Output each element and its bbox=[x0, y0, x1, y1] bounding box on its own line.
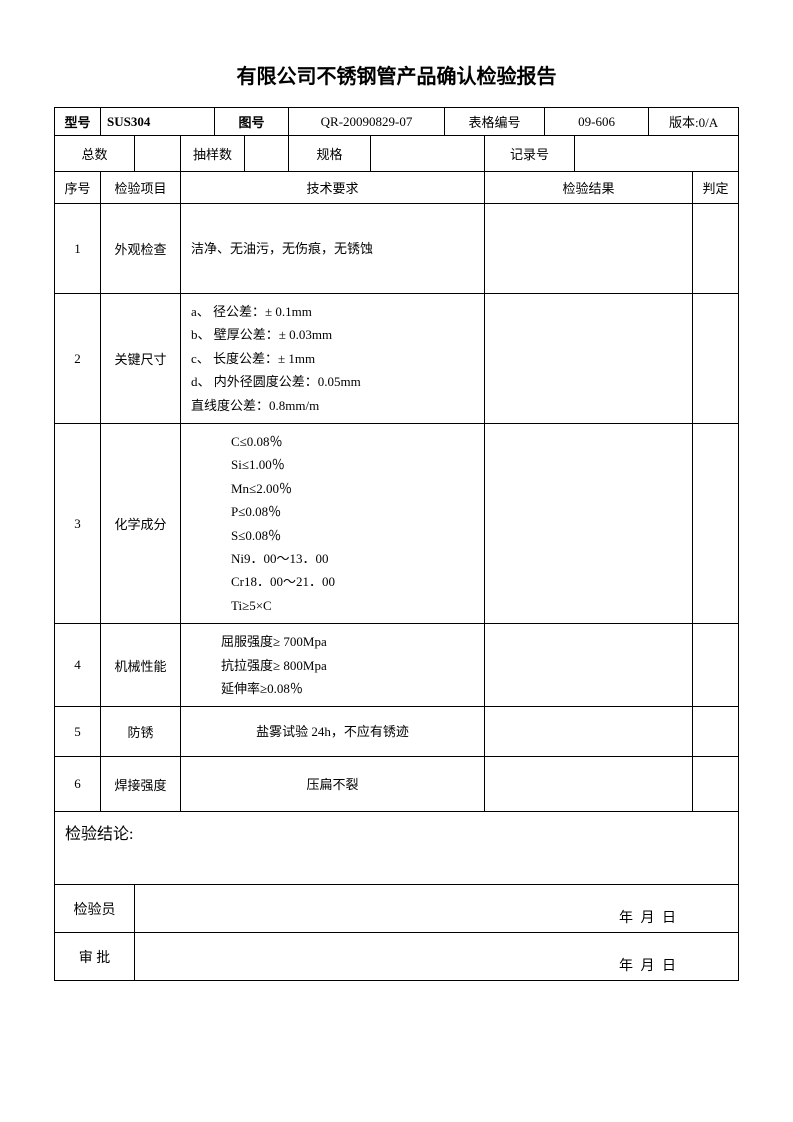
spec-value bbox=[371, 136, 485, 172]
model-label: 型号 bbox=[55, 108, 101, 136]
row-seq: 1 bbox=[55, 204, 101, 294]
row-tech: 屈服强度≥ 700Mpa抗拉强度≥ 800Mpa延伸率≥0.08％ bbox=[181, 624, 485, 707]
row-result bbox=[485, 294, 693, 424]
row-seq: 5 bbox=[55, 707, 101, 757]
table-row: 5防锈盐雾试验 24h，不应有锈迹 bbox=[55, 707, 739, 757]
table-row: 2关键尺寸a、 径公差：± 0.1mmb、 壁厚公差：± 0.03mmc、 长度… bbox=[55, 294, 739, 424]
row-tech: 洁净、无油污，无伤痕，无锈蚀 bbox=[181, 204, 485, 294]
row-result bbox=[485, 424, 693, 624]
inspector-date: 年 月 日 bbox=[135, 885, 739, 933]
table-row: 6焊接强度压扁不裂 bbox=[55, 757, 739, 812]
row-tech: 盐雾试验 24h，不应有锈迹 bbox=[181, 707, 485, 757]
row-judge bbox=[693, 294, 739, 424]
row-tech: a、 径公差：± 0.1mmb、 壁厚公差：± 0.03mmc、 长度公差：± … bbox=[181, 294, 485, 424]
drawing-label: 图号 bbox=[215, 108, 289, 136]
sample-label: 抽样数 bbox=[181, 136, 245, 172]
conclusion-label: 检验结论: bbox=[55, 812, 739, 885]
col-seq: 序号 bbox=[55, 172, 101, 204]
row-seq: 6 bbox=[55, 757, 101, 812]
form-no-value: 09-606 bbox=[545, 108, 649, 136]
approver-label: 审 批 bbox=[55, 933, 135, 981]
record-value bbox=[575, 136, 739, 172]
record-label: 记录号 bbox=[485, 136, 575, 172]
header-row-2: 总数 抽样数 规格 记录号 bbox=[55, 136, 739, 172]
header-row-1: 型号 SUS304 图号 QR-20090829-07 表格编号 09-606 … bbox=[55, 108, 739, 136]
model-value: SUS304 bbox=[101, 108, 215, 136]
row-judge bbox=[693, 757, 739, 812]
row-result bbox=[485, 204, 693, 294]
row-item: 关键尺寸 bbox=[101, 294, 181, 424]
inspector-row: 检验员 年 月 日 bbox=[55, 885, 739, 933]
row-item: 焊接强度 bbox=[101, 757, 181, 812]
row-item: 防锈 bbox=[101, 707, 181, 757]
version-label: 版本:0/A bbox=[649, 108, 739, 136]
row-item: 化学成分 bbox=[101, 424, 181, 624]
inspection-table: 型号 SUS304 图号 QR-20090829-07 表格编号 09-606 … bbox=[54, 107, 739, 981]
row-judge bbox=[693, 204, 739, 294]
row-result bbox=[485, 624, 693, 707]
table-row: 1外观检查洁净、无油污，无伤痕，无锈蚀 bbox=[55, 204, 739, 294]
sample-value bbox=[245, 136, 289, 172]
approver-row: 审 批 年 月 日 bbox=[55, 933, 739, 981]
col-result: 检验结果 bbox=[485, 172, 693, 204]
total-value bbox=[135, 136, 181, 172]
row-tech: C≤0.08％Si≤1.00％Mn≤2.00％P≤0.08％S≤0.08％Ni9… bbox=[181, 424, 485, 624]
table-row: 3化学成分C≤0.08％Si≤1.00％Mn≤2.00％P≤0.08％S≤0.0… bbox=[55, 424, 739, 624]
row-tech: 压扁不裂 bbox=[181, 757, 485, 812]
inspector-label: 检验员 bbox=[55, 885, 135, 933]
col-judge: 判定 bbox=[693, 172, 739, 204]
form-no-label: 表格编号 bbox=[445, 108, 545, 136]
row-result bbox=[485, 757, 693, 812]
drawing-value: QR-20090829-07 bbox=[289, 108, 445, 136]
col-item: 检验项目 bbox=[101, 172, 181, 204]
row-seq: 2 bbox=[55, 294, 101, 424]
row-judge bbox=[693, 707, 739, 757]
table-row: 4机械性能屈服强度≥ 700Mpa抗拉强度≥ 800Mpa延伸率≥0.08％ bbox=[55, 624, 739, 707]
row-judge bbox=[693, 424, 739, 624]
row-judge bbox=[693, 624, 739, 707]
conclusion-row: 检验结论: bbox=[55, 812, 739, 885]
col-tech: 技术要求 bbox=[181, 172, 485, 204]
row-item: 外观检查 bbox=[101, 204, 181, 294]
approver-date: 年 月 日 bbox=[135, 933, 739, 981]
spec-label: 规格 bbox=[289, 136, 371, 172]
row-result bbox=[485, 707, 693, 757]
row-item: 机械性能 bbox=[101, 624, 181, 707]
row-seq: 3 bbox=[55, 424, 101, 624]
column-header-row: 序号 检验项目 技术要求 检验结果 判定 bbox=[55, 172, 739, 204]
row-seq: 4 bbox=[55, 624, 101, 707]
total-label: 总数 bbox=[55, 136, 135, 172]
report-title: 有限公司不锈钢管产品确认检验报告 bbox=[54, 60, 739, 89]
